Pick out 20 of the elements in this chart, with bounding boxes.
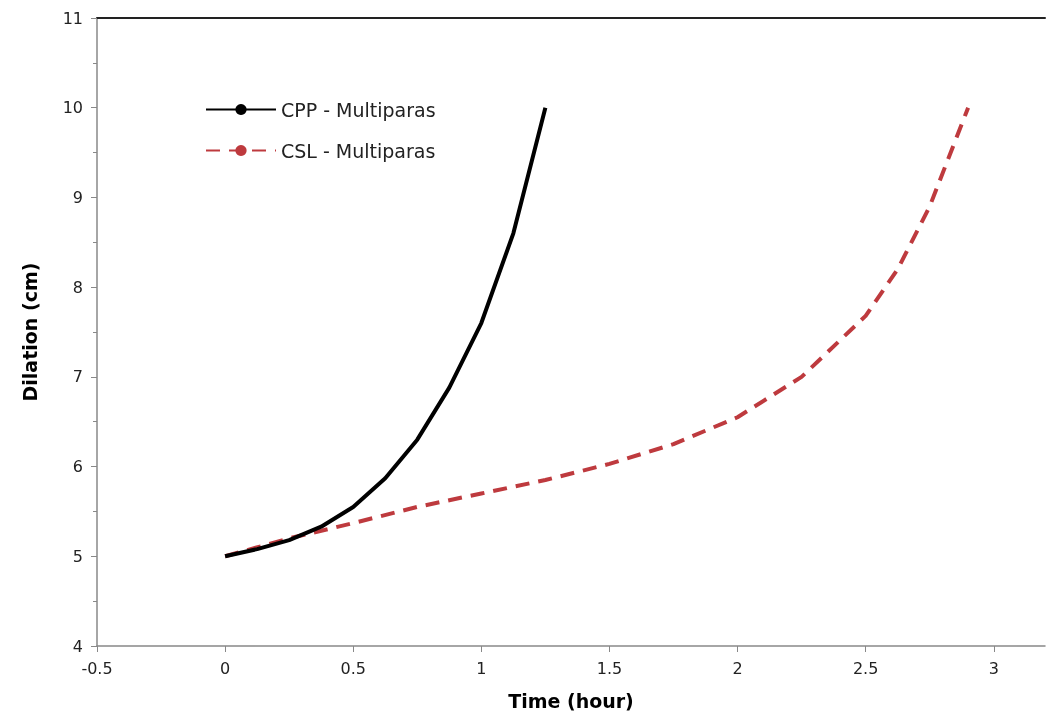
x-tick-label: 2	[732, 658, 743, 678]
x-tick-label: 0.5	[340, 658, 366, 678]
y-tick-label: 6	[72, 457, 83, 477]
x-tick-label: 3	[988, 658, 999, 678]
legend-label: CSL - Multiparas	[281, 139, 436, 162]
y-tick-label: 11	[62, 8, 83, 28]
x-tick-label: 2.5	[852, 658, 879, 678]
legend-label: CPP - Multiparas	[281, 98, 436, 121]
x-tick-label: -0.5	[81, 658, 113, 678]
x-axis-title: Time (hour)	[508, 689, 634, 712]
y-tick-label: 10	[62, 98, 83, 118]
y-axis-title: Dilation (cm)	[18, 262, 41, 402]
y-tick-label: 5	[72, 546, 83, 566]
y-tick-label: 4	[72, 636, 83, 656]
x-tick-label: 0	[220, 658, 231, 678]
y-tick-label: 9	[72, 187, 83, 207]
y-tick-label: 8	[72, 277, 83, 297]
x-tick-label: 1.5	[596, 658, 623, 678]
y-tick-label: 7	[72, 367, 83, 387]
x-tick-label: 1	[476, 658, 487, 678]
